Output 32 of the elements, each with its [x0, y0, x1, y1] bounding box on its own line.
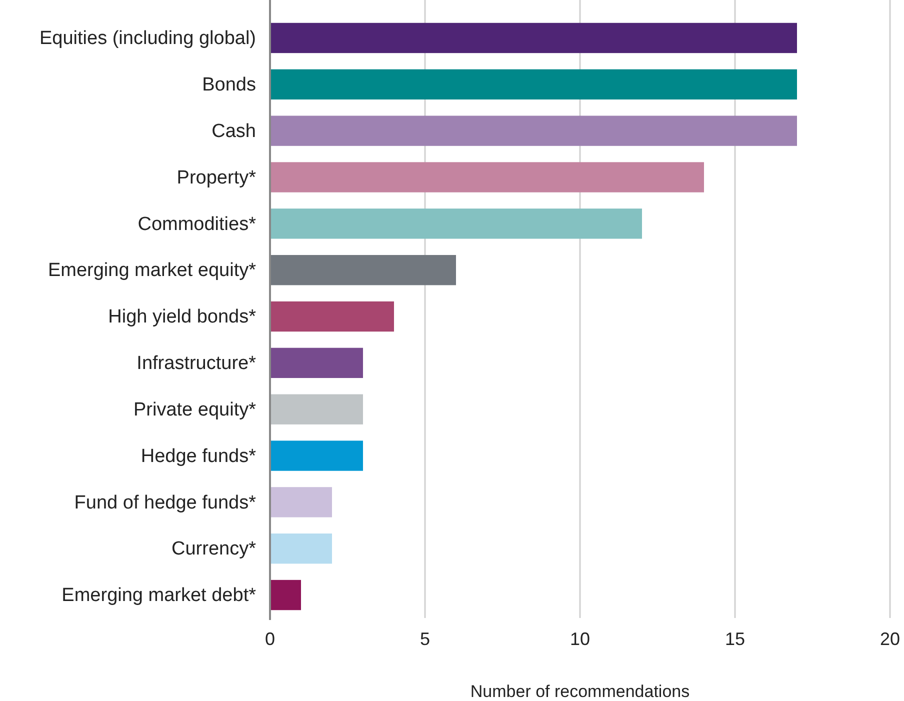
- bar: [270, 162, 704, 192]
- bar: [270, 394, 363, 424]
- bar: [270, 254, 456, 286]
- x-tick-label: 20: [880, 628, 900, 649]
- bar: [270, 580, 301, 610]
- bar: [270, 534, 332, 564]
- x-tick-label: 5: [420, 628, 430, 649]
- y-tick-label: Bonds: [202, 74, 256, 96]
- x-tick-label: 15: [724, 628, 746, 649]
- y-tick-label: Hedge funds*: [140, 446, 257, 467]
- bar: [270, 22, 797, 54]
- y-tick-label: Fund of hedge funds*: [74, 492, 257, 514]
- y-tick-label: Infrastructure*: [136, 353, 257, 374]
- y-tick-label: Currency*: [172, 538, 257, 560]
- y-tick-label: Emerging market debt*: [62, 585, 257, 606]
- y-tick-label: Private equity*: [133, 399, 257, 420]
- bar: [270, 301, 394, 332]
- bar: [270, 116, 797, 146]
- y-tick-label: Equities (including global): [39, 28, 256, 50]
- y-tick-label: Cash: [212, 120, 256, 142]
- x-axis-title: Number of recommendations: [470, 682, 690, 701]
- bar: [270, 348, 363, 378]
- y-tick-label: High yield bonds*: [108, 306, 257, 328]
- y-tick-label: Commodities*: [138, 214, 257, 235]
- bar: [270, 487, 332, 518]
- x-tick-label: 0: [264, 628, 276, 649]
- y-tick-label: Property*: [176, 167, 257, 188]
- bar: [270, 208, 642, 239]
- bar: [270, 440, 363, 471]
- x-tick-label: 10: [570, 628, 590, 649]
- bar: [270, 69, 797, 100]
- y-tick-label: Emerging market equity*: [48, 260, 257, 282]
